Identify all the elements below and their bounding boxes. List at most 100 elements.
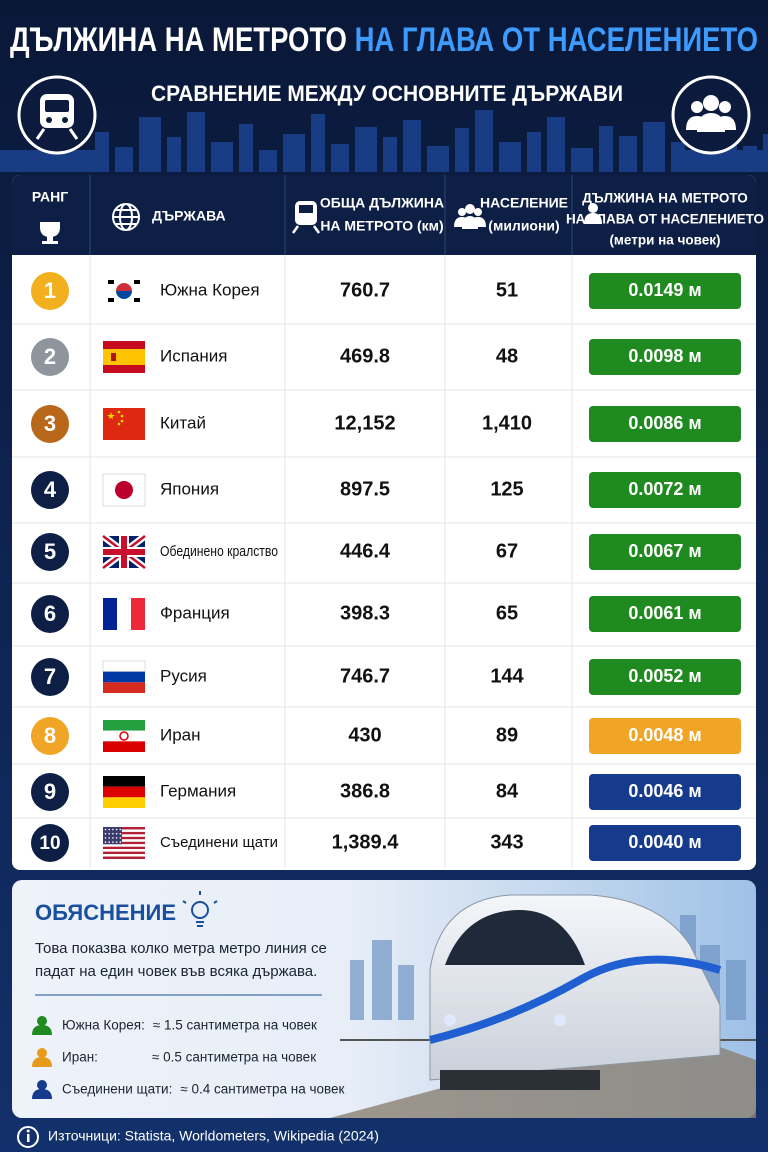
flag-part [103,856,145,859]
flag-part [103,827,122,845]
flag-part [104,837,107,839]
person-icon [584,203,602,224]
rank: 10 [39,833,60,854]
country: Китай [160,413,206,432]
building [571,148,593,172]
metro-length: 446.4 [340,540,391,562]
people-icon [671,75,751,155]
table-row: 2 Испания 469.8 48 0.0098 м [31,338,741,376]
population: 48 [496,345,518,367]
building [311,114,325,172]
country: Япония [160,479,219,498]
item-value: ≈ 1.5 сантиметра на човек [153,1018,317,1033]
flag-part [117,422,121,426]
flag [103,827,145,859]
country: Обединено кралство [160,543,278,560]
flag-part [120,414,124,418]
metro-length: 746.7 [340,665,390,687]
per-capita: 0.0048 м [628,725,701,745]
train-icon [17,75,97,155]
flag-part [103,776,145,787]
flag-part [102,660,146,673]
bulb-icon [182,891,218,927]
title: ДЪЛЖИНА НА МЕТРОТО НА ГЛАВА ОТ НАСЕЛЕНИЕ… [10,21,758,59]
subtitle: СРАВНЕНИЕ МЕЖДУ ОСНОВНИТЕ ДЪРЖАВИ [151,81,623,106]
item-value: ≈ 0.4 сантиметра на човек [180,1082,344,1097]
rank-badge [31,717,69,755]
flag-part [103,786,145,798]
person-icon [32,1089,52,1099]
flag [103,720,145,752]
rank: 2 [44,344,56,369]
per-capita: 0.0040 м [628,832,701,852]
building [547,117,565,172]
population: 89 [496,724,518,746]
flag [103,275,145,307]
rank-badge [31,471,69,509]
person-icon [32,1025,52,1035]
table-row: 10 Съединени щати 1,389.4 343 0.0040 м [31,824,741,862]
flag-part [119,832,122,835]
per-capita: 0.0067 м [628,541,701,561]
flag-part [104,841,107,843]
flag-part [108,832,110,835]
rank: 1 [44,278,56,303]
per-capita-badge [589,825,741,861]
population: 67 [496,540,518,562]
per-capita-badge [589,534,741,570]
table-row: 7 Русия 746.7 144 0.0052 м [31,658,741,696]
table-row: 6 Франция 398.3 65 0.0061 м [31,595,741,633]
rank-badge [31,405,69,443]
country: Германия [160,781,236,800]
column-header: НА МЕТРОТО (км) [320,218,443,234]
population: 51 [496,279,518,301]
flag-part [117,410,121,414]
flag-part [103,839,145,842]
building [680,150,768,172]
per-capita-badge [589,659,741,695]
building [259,150,277,172]
population: 1,410 [482,412,532,434]
flag-part [115,841,118,843]
building [95,132,109,172]
title-part: ДЪЛЖИНА НА МЕТРОТО [10,21,347,59]
per-capita-badge [589,596,741,632]
flag-part [119,837,122,839]
flag-part [103,598,117,630]
flag-part [119,828,122,831]
explanation-text: Това показва колко метра метро линия се … [35,940,327,980]
flag-part [116,283,132,291]
explanation-item: Южна Корея: ≈ 1.5 сантиметра на човек [32,1016,317,1035]
building [187,112,205,172]
flag-part [117,598,131,630]
table-header-background [12,175,756,255]
building [599,126,613,172]
flag-part [107,412,115,419]
train-illustration [330,894,756,1118]
item-label: Иран: [62,1050,98,1065]
rank-badge [31,338,69,376]
population: 65 [496,602,518,624]
column-header: (милиони) [488,218,559,234]
column-header: РАНГ [32,189,68,205]
flag-part [108,280,114,284]
flag-part [111,353,116,361]
building [355,127,377,172]
building [0,150,95,172]
flag-part [134,280,140,284]
rank: 8 [44,723,56,748]
flag-part [103,851,145,855]
flag-part [103,831,145,835]
per-capita: 0.0052 м [628,666,701,686]
flag-part [112,837,114,839]
metro-length: 760.7 [340,279,390,301]
flag [102,473,146,507]
flag-part [115,837,118,839]
per-capita-badge [589,718,741,754]
per-capita: 0.0046 м [628,781,701,801]
building [211,142,233,172]
flag-part [108,828,110,831]
population: 84 [496,780,519,802]
flag-part [119,731,129,741]
